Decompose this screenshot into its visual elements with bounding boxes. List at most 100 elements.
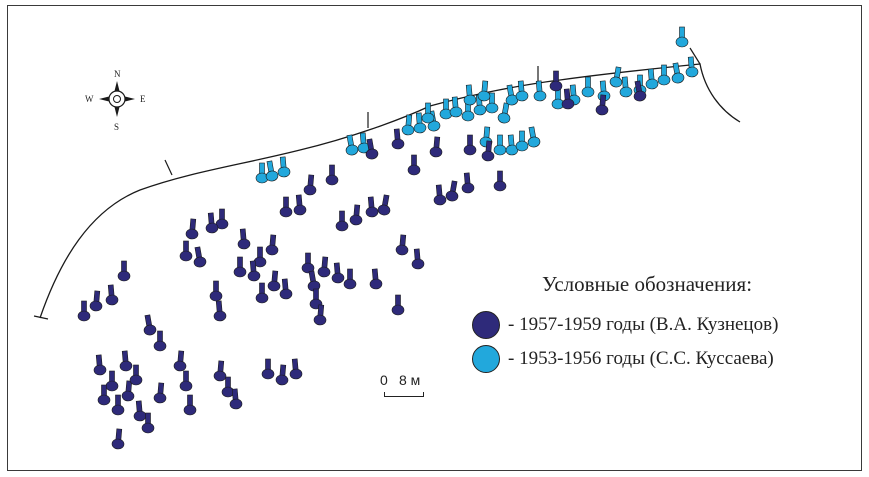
grave-marker xyxy=(153,382,167,404)
grave-marker xyxy=(129,364,143,386)
grave-marker xyxy=(313,304,327,326)
grave-marker xyxy=(317,256,331,278)
grave-marker xyxy=(111,428,125,450)
scale-bar-line xyxy=(384,392,424,397)
legend-item-kuznetsov: - 1957-1959 годы (В.А. Кузнецов) xyxy=(472,310,778,340)
grave-marker xyxy=(121,380,135,402)
grave-marker xyxy=(685,56,699,78)
compass-west: W xyxy=(85,94,94,104)
grave-marker xyxy=(365,138,379,160)
grave-marker xyxy=(343,268,357,290)
boundary-tick xyxy=(689,47,701,65)
grave-marker xyxy=(105,370,119,392)
legend-title: Условные обозначения: xyxy=(542,272,753,296)
grave-marker xyxy=(407,154,421,176)
grave-marker xyxy=(141,412,155,434)
boundary-tick xyxy=(164,159,173,176)
grave-marker xyxy=(515,130,529,152)
grave-marker xyxy=(183,394,197,416)
grave-marker xyxy=(515,80,529,102)
grave-marker xyxy=(247,260,261,282)
scale-length-label: 8 м xyxy=(399,372,421,388)
legend-label-kussaeva: - 1953-1956 годы (С.С. Куссаева) xyxy=(508,348,774,369)
grave-marker xyxy=(179,240,193,262)
grave-marker xyxy=(179,370,193,392)
grave-marker xyxy=(153,330,167,352)
grave-marker xyxy=(497,102,511,124)
grave-marker xyxy=(671,62,685,84)
legend-swatch-dark xyxy=(472,311,500,339)
grave-marker xyxy=(143,314,157,336)
legend-item-kussaeva: - 1953-1956 годы (С.С. Куссаева) xyxy=(472,344,774,374)
grave-marker xyxy=(205,212,219,234)
grave-marker xyxy=(445,180,459,202)
grave-marker xyxy=(193,246,207,268)
grave-marker xyxy=(581,76,595,98)
grave-marker xyxy=(439,98,453,120)
grave-marker xyxy=(293,194,307,216)
grave-marker xyxy=(675,26,689,48)
grave-marker xyxy=(237,228,251,250)
grave-marker xyxy=(105,284,119,306)
grave-marker xyxy=(505,84,519,106)
grave-marker xyxy=(421,102,435,124)
boundary-line xyxy=(39,63,741,319)
grave-marker xyxy=(609,66,623,88)
grave-marker xyxy=(645,68,659,90)
grave-marker xyxy=(275,364,289,386)
grave-marker xyxy=(255,282,269,304)
grave-marker xyxy=(595,94,609,116)
grave-marker xyxy=(549,70,563,92)
grave-marker xyxy=(229,388,243,410)
grave-marker xyxy=(209,280,223,302)
grave-marker xyxy=(119,350,133,372)
grave-marker xyxy=(561,88,575,110)
grave-marker xyxy=(493,170,507,192)
grave-marker xyxy=(261,358,275,380)
grave-marker xyxy=(391,294,405,316)
grave-marker xyxy=(133,400,147,422)
compass-rose: N S E W xyxy=(85,69,146,132)
grave-marker xyxy=(463,134,477,156)
grave-marker xyxy=(633,80,647,102)
grave-marker xyxy=(335,210,349,232)
compass-south: S xyxy=(114,122,119,132)
grave-marker xyxy=(345,134,359,156)
grave-marker xyxy=(391,128,405,150)
grave-marker xyxy=(505,134,519,156)
grave-marker xyxy=(357,132,371,154)
grave-marker xyxy=(279,278,293,300)
grave-marker xyxy=(111,394,125,416)
scale-start-label: 0 xyxy=(380,372,388,388)
grave-marker xyxy=(325,164,339,186)
grave-marker xyxy=(213,360,227,382)
grave-marker xyxy=(277,156,291,178)
grave-marker xyxy=(349,204,363,226)
grave-marker xyxy=(377,194,391,216)
grave-marker xyxy=(221,376,235,398)
scale-bar: 0 8 м xyxy=(380,372,432,402)
grave-marker xyxy=(97,384,111,406)
grave-marker xyxy=(369,268,383,290)
grave-marker xyxy=(527,126,541,148)
grave-marker xyxy=(395,234,409,256)
grave-marker xyxy=(253,246,267,268)
grave-marker xyxy=(461,172,475,194)
grave-marker xyxy=(267,270,281,292)
grave-marker xyxy=(481,140,495,162)
map-frame xyxy=(7,5,862,471)
grave-marker xyxy=(449,96,463,118)
compass-north: N xyxy=(114,69,121,79)
grave-marker xyxy=(477,80,491,102)
legend-label-kuznetsov: - 1957-1959 годы (В.А. Кузнецов) xyxy=(508,314,779,335)
grave-marker xyxy=(533,80,547,102)
grave-marker xyxy=(365,196,379,218)
graves-layer xyxy=(77,26,699,450)
boundary-tick xyxy=(33,315,49,320)
grave-marker xyxy=(213,300,227,322)
grave-marker xyxy=(185,218,199,240)
grave-marker xyxy=(411,248,425,270)
grave-marker xyxy=(89,290,103,312)
grave-marker xyxy=(265,234,279,256)
grave-marker xyxy=(289,358,303,380)
